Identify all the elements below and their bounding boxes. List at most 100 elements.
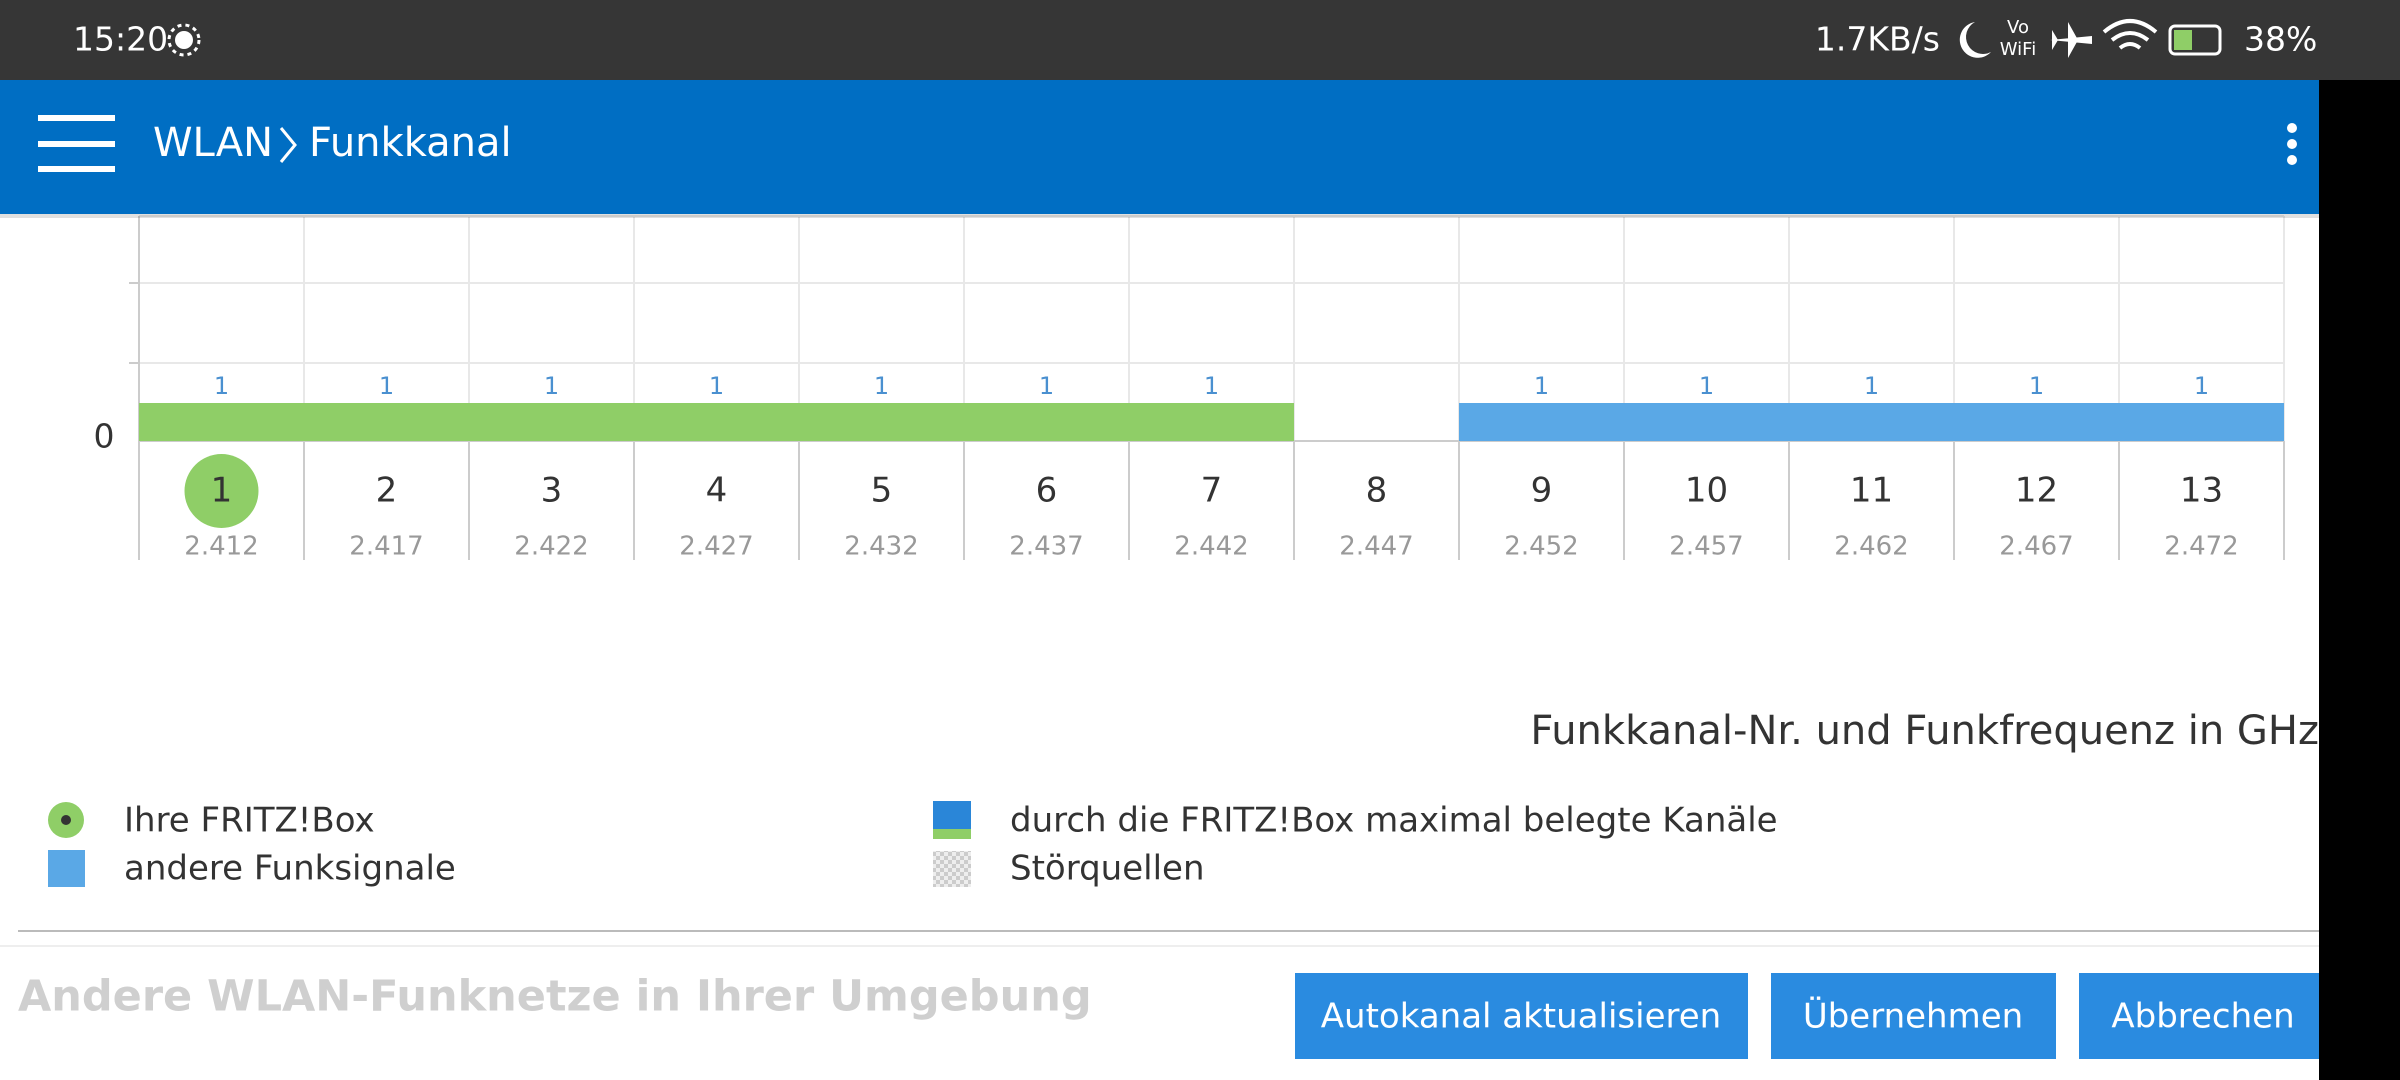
network-count: 1 bbox=[214, 372, 229, 400]
overflow-menu[interactable] bbox=[2287, 123, 2297, 165]
channel-frequency: 2.437 bbox=[1009, 532, 1083, 562]
channel-number: 6 bbox=[1036, 471, 1058, 511]
battery-icon bbox=[2168, 24, 2222, 56]
button-bg[interactable] bbox=[1771, 973, 2056, 1059]
channel-number: 4 bbox=[706, 471, 728, 511]
network-count: 1 bbox=[544, 372, 559, 400]
button-label[interactable]: Abbrechen bbox=[2111, 997, 2294, 1037]
dnd-icon bbox=[1959, 22, 1991, 58]
network-count: 1 bbox=[1699, 372, 1714, 400]
network-count: 1 bbox=[1204, 372, 1219, 400]
button[interactable]: Autokanal aktualisieren bbox=[1295, 973, 1748, 1059]
legend-label: Ihre FRITZ!Box bbox=[124, 801, 375, 841]
channel-number: 11 bbox=[1850, 471, 1893, 511]
axis-label: Funkkanal-Nr. und Funkfrequenz in GHz bbox=[1530, 708, 2319, 754]
channel-frequency: 2.432 bbox=[844, 532, 918, 562]
network-count: 1 bbox=[379, 372, 394, 400]
breadcrumb-item[interactable]: WLAN bbox=[153, 120, 273, 166]
channel-number: 12 bbox=[2015, 471, 2058, 511]
legend-icon-interference bbox=[933, 851, 971, 887]
menu-button[interactable] bbox=[38, 115, 115, 172]
channel-frequency: 2.452 bbox=[1504, 532, 1578, 562]
channel-frequency: 2.442 bbox=[1174, 532, 1248, 562]
y-tick-label: 0 bbox=[94, 417, 115, 456]
channel-frequency: 2.467 bbox=[1999, 532, 2073, 562]
channel-frequency: 2.427 bbox=[679, 532, 753, 562]
network-count: 1 bbox=[874, 372, 889, 400]
app-bar bbox=[0, 80, 2400, 214]
channel-bar bbox=[139, 403, 304, 441]
button-bg[interactable] bbox=[1295, 973, 1748, 1059]
app-bar-shadow bbox=[0, 214, 2400, 218]
own-channel-marker bbox=[184, 454, 259, 528]
network-count: 1 bbox=[2194, 372, 2209, 400]
menu-line[interactable] bbox=[38, 166, 115, 172]
menu-line[interactable] bbox=[38, 141, 115, 147]
channel-number: 2 bbox=[376, 471, 398, 511]
network-count: 1 bbox=[709, 372, 724, 400]
channel-bar bbox=[799, 403, 964, 441]
menu-line[interactable] bbox=[38, 115, 115, 121]
screen-edge bbox=[2319, 80, 2400, 1080]
channel-bar bbox=[469, 403, 634, 441]
channel-number: 13 bbox=[2180, 471, 2223, 511]
channel-frequency: 2.422 bbox=[514, 532, 588, 562]
channel-bar bbox=[1624, 403, 1789, 441]
legend: Ihre FRITZ!Box andere Funksignale durch … bbox=[48, 801, 1778, 889]
button[interactable]: Übernehmen bbox=[1771, 973, 2056, 1059]
status-time: 15:20 bbox=[73, 20, 168, 59]
legend-icon-other bbox=[48, 850, 85, 887]
wifi-icon bbox=[2102, 19, 2158, 50]
channel-number: 3 bbox=[541, 471, 563, 511]
network-count: 1 bbox=[1534, 372, 1549, 400]
legend-icon-max bbox=[933, 801, 971, 829]
breadcrumb-item: Funkkanal bbox=[309, 120, 512, 166]
breadcrumb-chevron bbox=[279, 127, 297, 163]
button-label[interactable]: Autokanal aktualisieren bbox=[1321, 997, 1721, 1037]
battery-text: 38% bbox=[2244, 20, 2317, 59]
channel-chart: 0112.412122.417132.422142.427152.432162.… bbox=[94, 215, 2285, 562]
brightness-icon bbox=[175, 31, 193, 49]
channel-frequency: 2.447 bbox=[1339, 532, 1413, 562]
channel-frequency: 2.417 bbox=[349, 532, 423, 562]
channel-frequency: 2.457 bbox=[1669, 532, 1743, 562]
network-count: 1 bbox=[1039, 372, 1054, 400]
button-label[interactable]: Übernehmen bbox=[1803, 996, 2023, 1037]
legend-icon-dot bbox=[61, 815, 71, 825]
legend-label: Störquellen bbox=[1010, 849, 1205, 889]
menu-dot[interactable] bbox=[2287, 155, 2297, 165]
legend-label: durch die FRITZ!Box maximal belegte Kanä… bbox=[1010, 801, 1778, 841]
brightness-rays bbox=[167, 23, 201, 57]
button-bg[interactable] bbox=[2079, 973, 2319, 1059]
channel-bar bbox=[1789, 403, 1954, 441]
status-bar bbox=[0, 0, 2400, 80]
network-count: 1 bbox=[1864, 372, 1879, 400]
menu-dot[interactable] bbox=[2287, 139, 2297, 149]
channel-number: 10 bbox=[1685, 471, 1728, 511]
airplane-icon bbox=[2050, 22, 2092, 58]
channel-number: 9 bbox=[1531, 471, 1553, 511]
menu-dot[interactable] bbox=[2287, 123, 2297, 133]
channel-frequency: 2.472 bbox=[2164, 532, 2238, 562]
network-speed: 1.7KB/s bbox=[1815, 20, 1940, 59]
channel-number: 1 bbox=[211, 471, 233, 511]
channel-bar bbox=[634, 403, 799, 441]
button[interactable]: Abbrechen bbox=[2079, 973, 2319, 1059]
vowifi-label: Vo bbox=[2007, 17, 2029, 38]
channel-bar bbox=[2119, 403, 2284, 441]
channel-bar bbox=[1129, 403, 1294, 441]
vowifi-label: WiFi bbox=[2000, 39, 2036, 60]
channel-bar bbox=[304, 403, 469, 441]
channel-frequency: 2.462 bbox=[1834, 532, 1908, 562]
channel-bar bbox=[1954, 403, 2119, 441]
legend-label: andere Funksignale bbox=[124, 849, 456, 889]
legend-icon-max-green bbox=[933, 829, 971, 839]
channel-number: 8 bbox=[1366, 471, 1388, 511]
channel-bar bbox=[964, 403, 1129, 441]
channel-number: 7 bbox=[1201, 471, 1223, 511]
battery-level bbox=[2174, 30, 2192, 50]
network-count: 1 bbox=[2029, 372, 2044, 400]
channel-frequency: 2.412 bbox=[184, 532, 258, 562]
